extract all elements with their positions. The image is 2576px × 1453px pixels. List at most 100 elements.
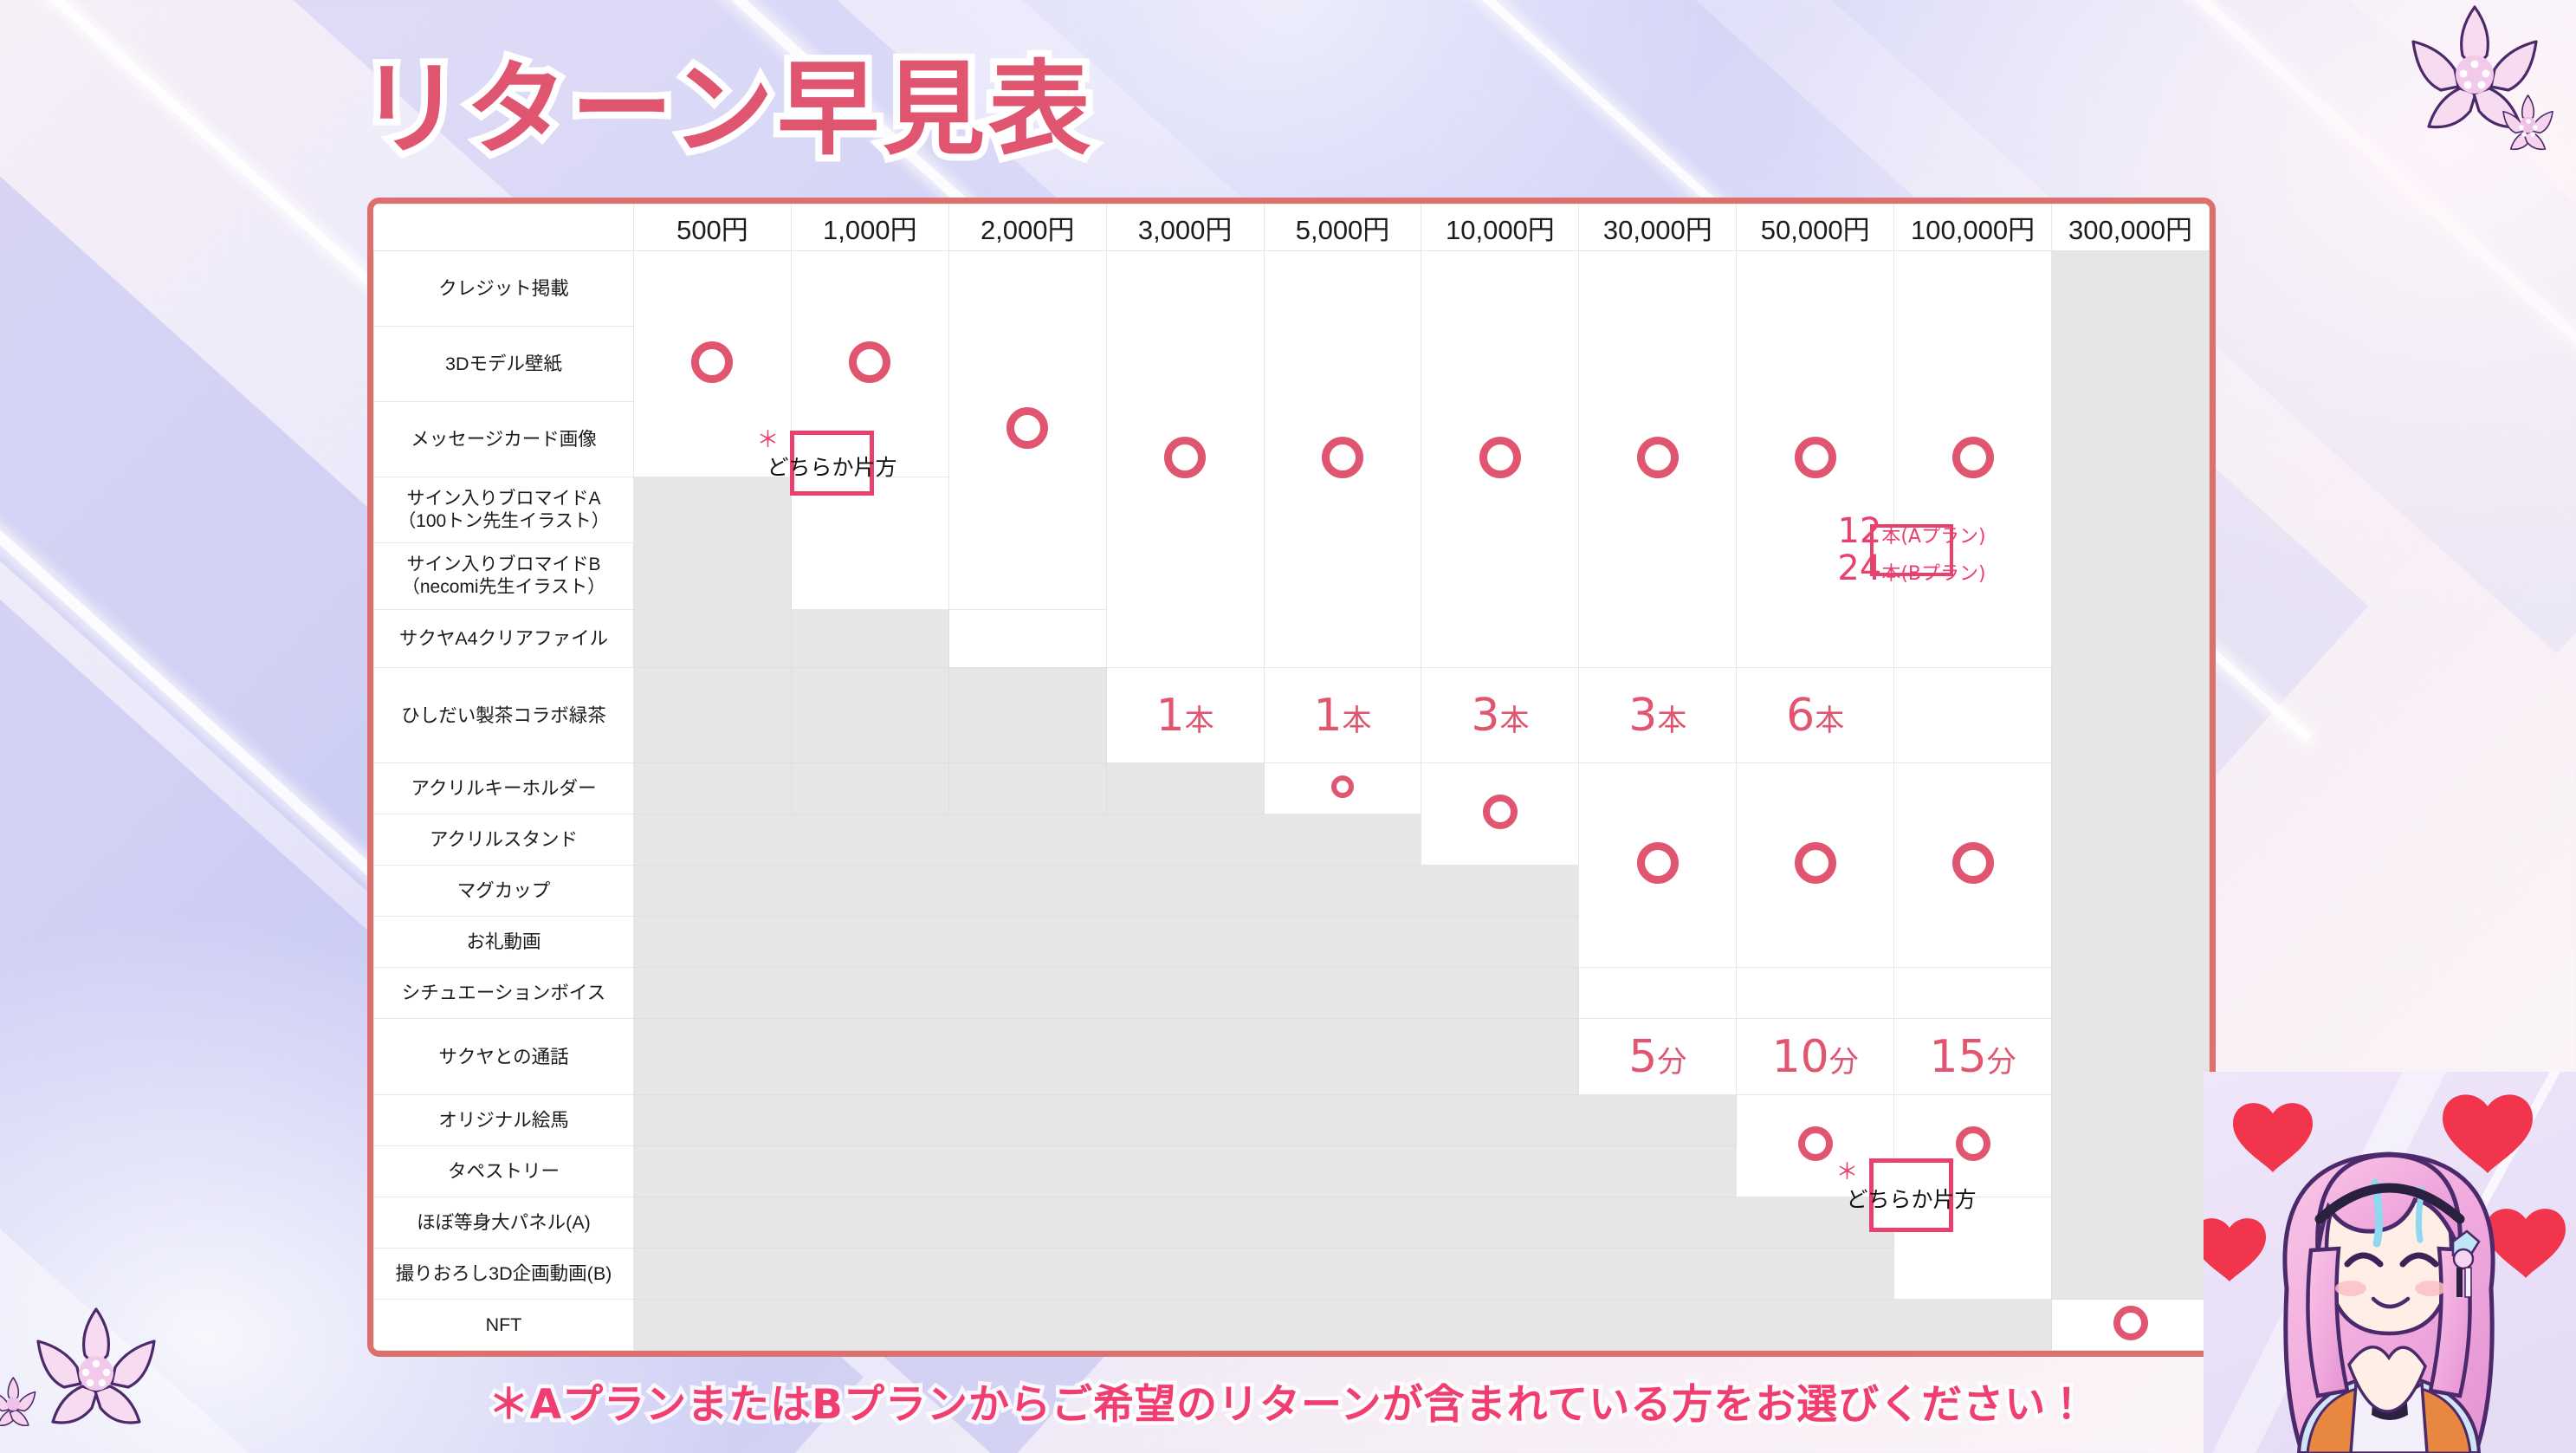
circle-mark-icon [2113, 1305, 2148, 1340]
tea-plan-box-100000: 12本(Aプラン) 24本(Bプラン) [1837, 514, 1985, 587]
cell-bromide-1000-choice [790, 477, 949, 610]
cell-call-blocked [632, 1018, 1580, 1096]
row-label-keyholder: アクリルキーホルダー [373, 762, 634, 815]
circle-mark-icon [1164, 436, 1207, 478]
cell-ema-blocked [632, 1094, 1738, 1147]
cell-credit-30000 [1578, 250, 1738, 669]
row-label-video-b: 撮りおろし3D企画動画(B) [373, 1248, 634, 1300]
table-row: ほぼ等身大パネル(A) [373, 1197, 2210, 1300]
tea-plan-b-line: 24本(Bプラン) [1837, 548, 1986, 588]
cell-mug-blocked [632, 865, 1580, 918]
row-label-message-card: メッセージカード画像 [373, 401, 634, 478]
row-label-wallpaper: 3Dモデル壁紙 [373, 326, 634, 403]
table-row: アクリルスタンド [373, 814, 2210, 866]
cell-300000-blocked [2051, 250, 2210, 1300]
cell-tea-30000: 3本 [1578, 667, 1738, 764]
cell-ema-50000 [1736, 1094, 1895, 1198]
circle-mark-icon [691, 341, 734, 383]
asterisk-icon: ＊ [1835, 1158, 1859, 1184]
row-label-acrylicstand: アクリルスタンド [373, 814, 634, 866]
table-row: サクヤA4クリアファイル [373, 608, 2210, 669]
tea-quantity-3000: 1本 [1155, 689, 1214, 742]
circle-mark-icon [849, 341, 891, 383]
column-header-10000: 10,000円 [1421, 204, 1580, 251]
cell-tea-5000: 1本 [1263, 667, 1422, 764]
heart-icon [2204, 1094, 2566, 1281]
tea-quantity-5000: 1本 [1313, 689, 1372, 742]
table-row: クレジット掲載 [373, 250, 2210, 1300]
cell-voice-30000 [1578, 967, 1738, 1020]
row-label-nft: NFT [373, 1299, 634, 1351]
row-label-bromide-a: サイン入りブロマイドA （100トン先生イラスト） [373, 477, 634, 544]
cell-mug-100000 [1893, 762, 2053, 969]
circle-mark-icon [1636, 842, 1679, 885]
table-row: NFT [373, 1299, 2210, 1351]
cell-tea-10000: 3本 [1421, 667, 1580, 764]
table-row: サイン入りブロマイドA （100トン先生イラスト） [373, 477, 2210, 669]
cell-tea-1000-blocked [790, 667, 949, 764]
cell-key-5000 [1263, 762, 1422, 815]
page-title: リターン早見表 [353, 42, 1097, 176]
circle-mark-icon [1794, 842, 1836, 885]
circle-mark-icon [1951, 436, 1994, 478]
table-row: サクヤとの通話 5分 10分 15分 [373, 1018, 2210, 1096]
row-label-credit: クレジット掲載 [373, 250, 634, 328]
cell-mug-50000 [1736, 762, 1895, 969]
column-header-30000: 30,000円 [1578, 204, 1738, 251]
table-row: シチュエーションボイス [373, 967, 2210, 1020]
row-label-bromide-b-line1: サイン入りブロマイドB [406, 555, 601, 575]
cell-mug-30000 [1578, 762, 1738, 969]
sakura-blossom-icon [2411, 5, 2553, 151]
tea-quantity-10000: 3本 [1471, 689, 1530, 742]
column-header-2000: 2,000円 [948, 204, 1107, 251]
cell-credit-10000 [1421, 250, 1580, 669]
table-row: オリジナル絵馬 [373, 1094, 2210, 1198]
choice-box-panel-label: どちらか片方 [1846, 1187, 1977, 1212]
cell-tea-3000: 1本 [1105, 667, 1265, 764]
table-row: 撮りおろし3D企画動画(B) [373, 1248, 2210, 1300]
row-label-tapestry: タペストリー [373, 1145, 634, 1198]
column-header-3000: 3,000円 [1105, 204, 1265, 251]
cell-credit-50000 [1736, 250, 1895, 669]
table-row: ひしだい製茶コラボ緑茶 1本 1本 3本 3本 6本 [373, 667, 2210, 764]
cell-tea-50000: 6本 [1736, 667, 1895, 764]
table-row: お礼動画 [373, 916, 2210, 969]
cell-panel-blocked [632, 1197, 1895, 1249]
cell-key-2000-blocked [948, 762, 1107, 815]
circle-mark-icon [1479, 436, 1521, 478]
cell-nft-300000 [2051, 1299, 2210, 1351]
cell-credit-3000 [1105, 250, 1265, 669]
cell-credit-500 [633, 250, 792, 478]
cell-tapestry-blocked [632, 1145, 1738, 1198]
column-header-300000: 300,000円 [2051, 204, 2210, 251]
cell-bromide-500-blocked [633, 477, 792, 669]
cell-video-blocked [632, 1248, 1895, 1300]
row-label-bromide-a-line2: （100トン先生イラスト） [398, 510, 610, 531]
column-header-500: 500円 [633, 204, 792, 251]
row-label-clearfile: サクヤA4クリアファイル [373, 608, 634, 669]
choice-box-bromide-label: どちらか片方 [767, 455, 897, 480]
row-label-mug: マグカップ [373, 865, 634, 918]
call-duration-30000: 5分 [1628, 1030, 1687, 1083]
row-label-bromide-a-line1: サイン入りブロマイドA [406, 489, 601, 509]
cell-nft-blocked [632, 1299, 2053, 1351]
asterisk-icon: ＊ [756, 425, 780, 452]
cell-voice-blocked [632, 967, 1580, 1020]
cell-credit-2000 [948, 250, 1107, 610]
cell-key-3000-blocked [1105, 762, 1265, 815]
circle-mark-icon [1482, 795, 1518, 830]
choice-box-panel-video: ＊ どちらか片方 [1836, 1158, 1977, 1232]
cell-credit-5000 [1263, 250, 1422, 669]
call-duration-50000: 10分 [1771, 1030, 1859, 1083]
circle-mark-icon [1636, 436, 1679, 478]
cell-call-50000: 10分 [1736, 1018, 1895, 1096]
row-label-bromide-b: サイン入りブロマイドB （necomi先生イラスト） [373, 542, 634, 610]
column-header-5000: 5,000円 [1263, 204, 1422, 251]
column-header-100000: 100,000円 [1893, 204, 2053, 251]
column-header-1000: 1,000円 [790, 204, 949, 251]
cell-thanks-blocked [632, 916, 1580, 969]
column-header-50000: 50,000円 [1736, 204, 1895, 251]
tea-quantity-50000: 6本 [1786, 689, 1845, 742]
circle-mark-icon [1951, 842, 1994, 885]
choice-box-bromide: ＊ どちらか片方 [757, 428, 897, 496]
